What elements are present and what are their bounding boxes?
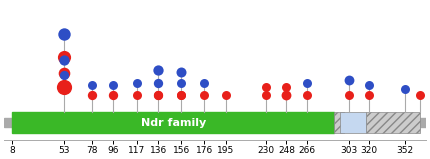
Point: [283, 86, 290, 88]
Point: [222, 94, 229, 97]
Point: [178, 94, 185, 97]
Point: [346, 79, 353, 81]
Point: [155, 69, 162, 72]
Point: [60, 59, 67, 61]
Point: [109, 83, 116, 86]
Point: [60, 74, 67, 76]
Point: [60, 32, 67, 35]
Bar: [12, 112, 335, 133]
Point: [155, 82, 162, 85]
Point: [417, 94, 424, 97]
Point: [109, 94, 116, 97]
Point: [262, 94, 269, 97]
Point: [133, 94, 140, 97]
Point: [304, 94, 310, 97]
Point: [346, 94, 353, 97]
Point: [201, 94, 208, 97]
Bar: [4, 118, 426, 127]
Bar: [335, 112, 344, 133]
Point: [365, 83, 372, 86]
Point: [89, 94, 95, 97]
Point: [365, 94, 372, 97]
Point: [155, 94, 162, 97]
Point: [262, 86, 269, 88]
Point: [89, 83, 95, 86]
Point: [60, 72, 67, 74]
Point: [178, 82, 185, 85]
Point: [155, 94, 162, 97]
Point: [60, 56, 67, 59]
Point: [178, 94, 185, 97]
Point: [402, 88, 408, 91]
Point: [283, 94, 290, 97]
Point: [304, 82, 310, 85]
Bar: [340, 112, 366, 133]
Text: Ndr family: Ndr family: [141, 118, 206, 128]
Bar: [366, 112, 420, 133]
Point: [133, 82, 140, 85]
Point: [201, 82, 208, 85]
Point: [178, 70, 185, 73]
Point: [60, 86, 67, 88]
